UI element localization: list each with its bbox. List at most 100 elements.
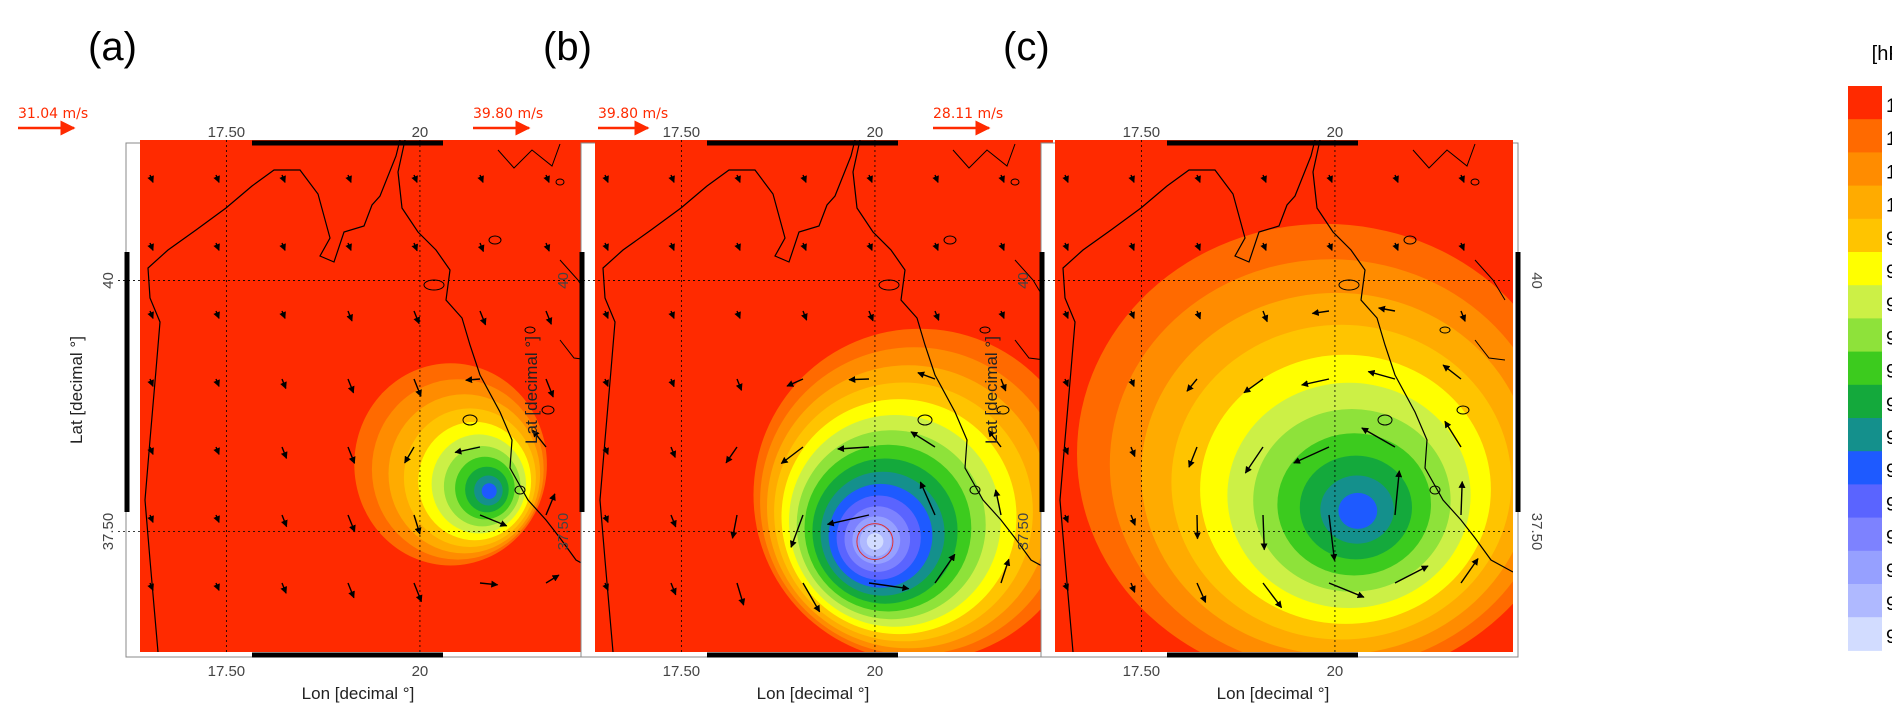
colorbar-level: 1001.8	[1886, 196, 1892, 217]
y-tick-left: 37.50	[555, 513, 572, 551]
contour-band	[1338, 492, 1378, 529]
colorbar-unit: [hPa]	[1872, 43, 1892, 65]
colorbar-level: 981.2	[1886, 528, 1892, 549]
island	[878, 279, 900, 291]
coastline-italy	[599, 140, 856, 652]
x-axis-label: Lon [decimal °]	[302, 684, 415, 703]
wind-arrow	[1458, 480, 1466, 516]
wind-arrow	[1460, 558, 1479, 584]
coastline-islands	[1412, 143, 1506, 361]
wind-arrow	[413, 378, 422, 397]
wind-arrow	[279, 174, 286, 184]
wind-arrow	[213, 242, 220, 252]
wind-arrow	[1459, 310, 1467, 322]
wind-arrow	[454, 446, 481, 455]
wind-arrow	[280, 378, 287, 390]
wind-arrow	[668, 174, 675, 184]
wind-arrow	[867, 310, 874, 322]
wind-arrow	[1444, 420, 1462, 448]
wind-arrow	[1194, 310, 1202, 320]
min-contour	[856, 523, 894, 561]
pressure-field	[118, 140, 598, 652]
wind-arrow	[868, 582, 910, 592]
y-tick-left: 40	[1015, 272, 1032, 289]
wind-arrow	[998, 310, 1005, 320]
island	[1456, 405, 1470, 415]
wind-arrow	[147, 378, 154, 388]
wind-arrow	[602, 310, 609, 320]
ref-vector-label: 39.80 m/s	[473, 106, 543, 122]
colorbar-swatch	[1848, 351, 1882, 386]
colorbar-level: 987.4	[1886, 428, 1892, 449]
wind-arrow	[213, 582, 220, 592]
wind-arrow	[735, 378, 743, 391]
x-tick-top: 20	[867, 124, 884, 141]
wind-arrow	[848, 375, 870, 383]
island	[969, 485, 981, 495]
wind-arrow	[786, 378, 804, 387]
wind-arrow	[1301, 378, 1330, 388]
wind-arrow	[347, 514, 356, 533]
wind-arrow	[1261, 310, 1269, 323]
island	[979, 326, 991, 334]
x-tick-top: 17.50	[663, 124, 701, 141]
wind-arrow	[1062, 242, 1069, 252]
wind-arrow	[1293, 446, 1330, 464]
wind-arrow	[1194, 174, 1201, 184]
x-axis-label: Lon [decimal °]	[757, 684, 870, 703]
wind-arrow	[545, 493, 556, 516]
island	[1470, 178, 1480, 186]
island	[524, 326, 536, 334]
wind-arrow	[1000, 378, 1007, 392]
wind-arrow	[932, 242, 939, 252]
wind-arrow	[1193, 514, 1201, 540]
wind-arrow	[477, 174, 484, 184]
y-tick-left: 37.50	[100, 513, 117, 551]
wind-arrow	[1128, 242, 1135, 252]
wind-arrow	[213, 310, 220, 320]
wind-arrow	[281, 514, 288, 528]
wind-arrow	[602, 514, 609, 524]
island	[943, 235, 957, 245]
contour-band	[481, 483, 497, 499]
wind-arrow	[1128, 174, 1135, 184]
wind-arrow	[1129, 446, 1136, 458]
colorbar-swatch	[1848, 152, 1882, 187]
colorbar-swatch	[1848, 318, 1882, 353]
panel-label: (a)	[88, 25, 137, 69]
wind-arrow	[1260, 174, 1267, 184]
panel-a: (a) 31.04 m/s 39.80 m/s 17.50 17.50 20 20 40 40 3…	[18, 25, 668, 703]
wind-arrow	[1394, 470, 1403, 516]
wind-arrow	[479, 580, 499, 588]
wind-arrow	[147, 242, 154, 252]
x-tick-bottom: 20	[867, 663, 884, 680]
wind-arrow	[602, 242, 609, 252]
wind-arrow	[411, 174, 418, 184]
wind-arrow	[147, 310, 154, 320]
colorbar-swatch	[1848, 119, 1882, 153]
x-axis-label: Lon [decimal °]	[1217, 684, 1330, 703]
wind-arrow	[837, 445, 870, 453]
ref-vector-label: 28.11 m/s	[933, 106, 1003, 122]
wind-arrow	[802, 582, 821, 613]
wind-arrow	[413, 310, 420, 325]
colorbar-swatch	[1848, 550, 1882, 585]
colorbar-swatch	[1848, 584, 1882, 618]
wind-arrow	[602, 378, 609, 388]
y-tick-left: 37.50	[1015, 513, 1032, 551]
wind-arrow	[545, 378, 555, 398]
wind-arrow	[1062, 378, 1069, 388]
wind-arrow	[279, 242, 286, 252]
colorbar-swatch	[1848, 451, 1882, 485]
wind-arrow	[734, 174, 741, 184]
colorbar-swatch	[1848, 285, 1882, 319]
panel-label: (c)	[1003, 25, 1050, 69]
colorbar-swatch	[1848, 517, 1882, 552]
coastline-italy	[1059, 140, 1316, 652]
wind-arrow	[919, 481, 936, 516]
colorbar-level: 983.2	[1886, 494, 1892, 515]
wind-arrow	[602, 174, 609, 184]
wind-arrow	[1196, 582, 1207, 604]
pressure-field	[573, 140, 1053, 652]
